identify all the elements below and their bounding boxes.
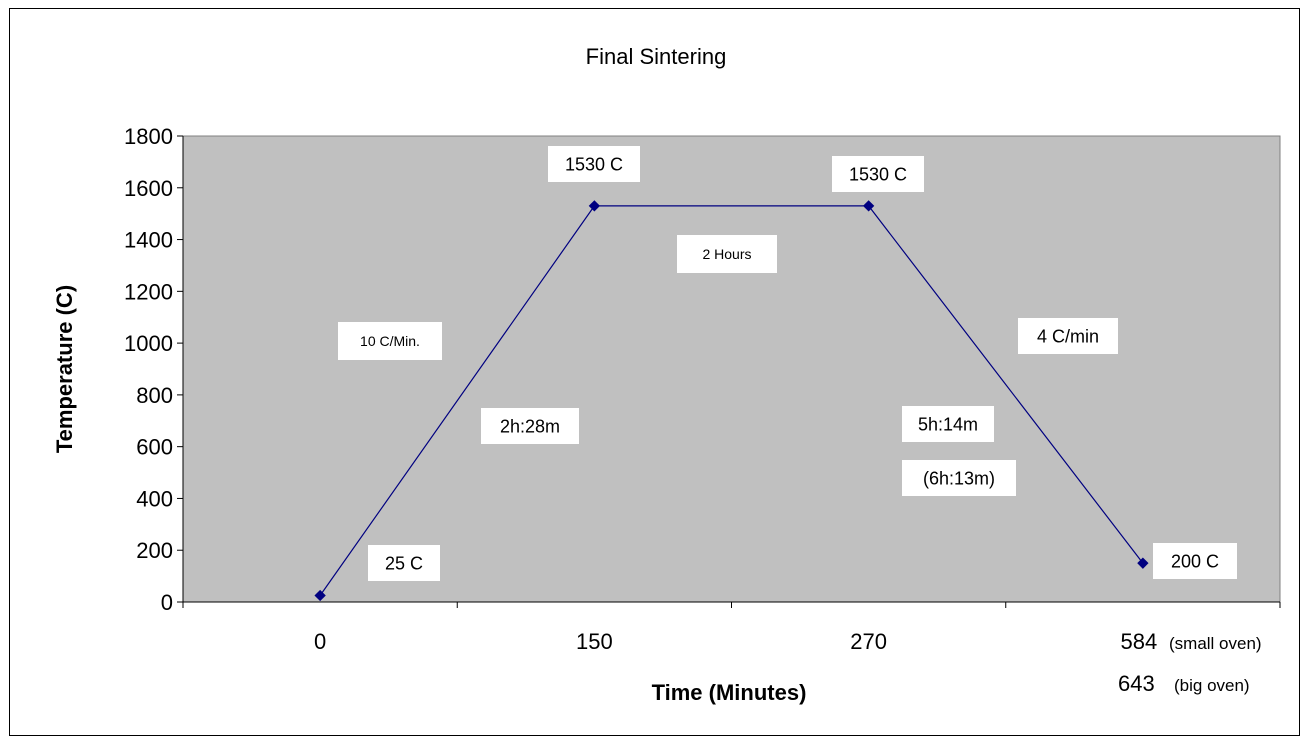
annotation-text: 2 Hours <box>702 246 751 262</box>
annotation-text: 10 C/Min. <box>360 333 420 349</box>
y-axis-label: Temperature (C) <box>52 285 77 453</box>
y-tick-label: 1000 <box>124 331 173 356</box>
series-line <box>319 205 1144 596</box>
annotation-label: 2 Hours <box>677 235 777 273</box>
y-tick-label: 400 <box>136 486 173 511</box>
annotation-text: 1530 C <box>849 164 907 184</box>
annotation-text: 1530 C <box>565 154 623 174</box>
x-tick-label: 584 <box>1121 629 1158 654</box>
x-tick-label: 270 <box>850 629 887 654</box>
y-tick-label: 200 <box>136 538 173 563</box>
annotations: 1530 C 1530 C 2 Hours 10 C/Min. 4 C/min 2h:28… <box>338 146 1237 581</box>
annotation-label: 4 C/min <box>1018 318 1118 354</box>
y-tick-label: 800 <box>136 383 173 408</box>
annotation-label: (6h:13m) <box>902 460 1016 496</box>
x-extra-label-value: 643 <box>1118 671 1155 696</box>
annotation-label: 1530 C <box>548 146 640 182</box>
annotation-text: 5h:14m <box>918 414 978 434</box>
annotation-label: 2h:28m <box>481 408 579 444</box>
annotation-text: 25 C <box>385 553 423 573</box>
data-point-marker <box>1137 557 1149 569</box>
y-tick-label: 1600 <box>124 176 173 201</box>
annotation-label: 200 C <box>1153 543 1237 579</box>
series-group <box>314 200 1149 602</box>
x-tick-label: 150 <box>576 629 613 654</box>
annotation-text: 200 C <box>1171 551 1219 571</box>
data-point-marker <box>314 589 326 602</box>
x-axis-label: Time (Minutes) <box>652 680 807 705</box>
y-ticks: 0 200 400 600 800 1000 1200 1400 1600 1800 <box>124 124 183 615</box>
x-ticks <box>182 602 1281 608</box>
chart-title: Final Sintering <box>586 44 727 69</box>
annotation-label: 10 C/Min. <box>338 322 442 360</box>
annotation-text: 4 C/min <box>1037 326 1099 346</box>
data-point-marker <box>862 200 875 212</box>
y-tick-label: 600 <box>136 435 173 460</box>
y-tick-label: 0 <box>161 590 173 615</box>
plot-area <box>182 135 1281 603</box>
x-extra-label-note: (big oven) <box>1174 676 1250 695</box>
annotation-label: 25 C <box>368 545 440 581</box>
y-tick-label: 1400 <box>124 228 173 253</box>
y-tick-label: 1800 <box>124 124 173 149</box>
annotation-text: 2h:28m <box>500 416 560 436</box>
y-tick-label: 1200 <box>124 279 173 304</box>
annotation-label: 5h:14m <box>902 406 994 442</box>
annotation-text: (6h:13m) <box>923 468 995 488</box>
x-tick-label: 0 <box>314 629 326 654</box>
x-tick-note-small-oven: (small oven) <box>1169 634 1262 653</box>
data-point-marker <box>588 200 601 212</box>
x-tick-labels: 0 150 270 584 <box>314 629 1157 654</box>
annotation-label: 1530 C <box>832 156 924 192</box>
